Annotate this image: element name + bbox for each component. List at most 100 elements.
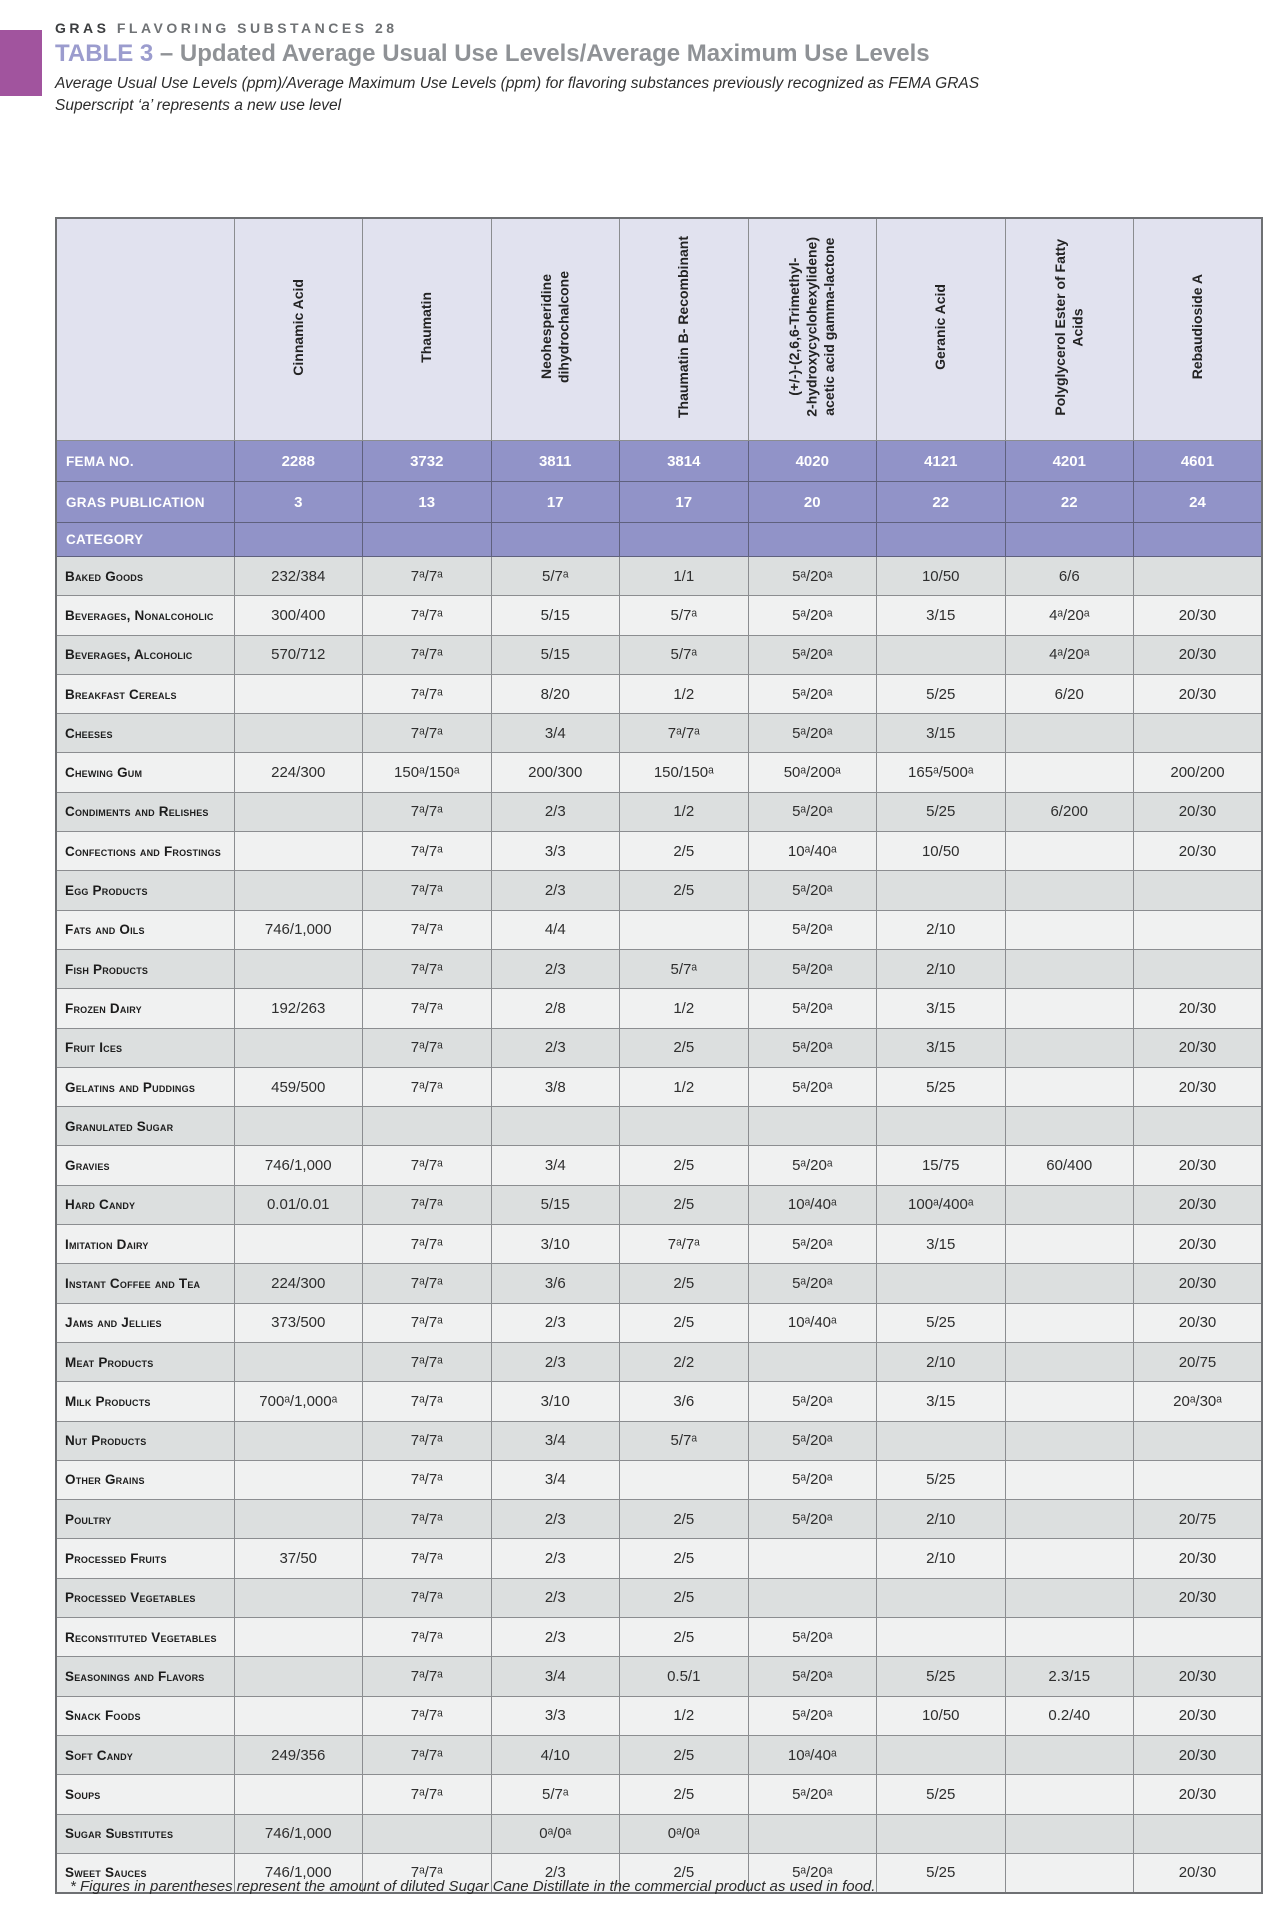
category-cell: Gelatins and Puddings bbox=[55, 1066, 235, 1108]
corner-cell bbox=[55, 217, 235, 441]
use-levels-table-container: Cinnamic Acid Thaumatin Neohesperidine dih… bbox=[55, 217, 1263, 1895]
value-cell: 746/1,000 bbox=[233, 1813, 363, 1854]
substance-name: (+/-)-(2,6,6-Trimethyl- 2-hydroxycyclohe… bbox=[786, 237, 837, 417]
value-cell bbox=[619, 909, 749, 950]
table-row: Sugar Substitutes 746/1,000 0ᵃ/0ᵃ 0ᵃ/0ᵃ bbox=[55, 1813, 1263, 1854]
value-cell: 2/5 bbox=[619, 1184, 749, 1226]
value-cell: 20/30 bbox=[1133, 1184, 1263, 1226]
value-cell: 5/7ᵃ bbox=[619, 634, 749, 675]
fema-no-row: FEMA NO. 2288 3732 3811 3814 4020 4121 4201 4601 bbox=[55, 440, 1263, 482]
value-cell: 4/4 bbox=[490, 909, 620, 950]
value-cell bbox=[1004, 1420, 1134, 1461]
gras-publication-cell: 20 bbox=[747, 481, 877, 523]
value-cell: 2/10 bbox=[876, 909, 1006, 950]
series-heading-rest: FLAVORING SUBSTANCES 28 bbox=[116, 20, 398, 36]
value-cell: 7ᵃ/7ᵃ bbox=[362, 1184, 492, 1226]
value-cell: 5/25 bbox=[876, 673, 1006, 715]
value-cell bbox=[876, 1617, 1006, 1658]
value-cell: 7ᵃ/7ᵃ bbox=[362, 1499, 492, 1540]
value-cell: 1/2 bbox=[619, 1695, 749, 1736]
table-row: Gelatins and Puddings 459/500 7ᵃ/7ᵃ 3/8 1/2 5… bbox=[55, 1066, 1263, 1108]
category-cell: Sweet Sauces bbox=[55, 1852, 235, 1894]
table-row: Beverages, Nonalcoholic 300/400 7ᵃ/7ᵃ 5/15 5… bbox=[55, 595, 1263, 636]
value-cell: 2/10 bbox=[876, 1538, 1006, 1579]
value-cell bbox=[1133, 909, 1263, 950]
value-cell: 2/3 bbox=[490, 870, 620, 911]
value-cell: 7ᵃ/7ᵃ bbox=[362, 1027, 492, 1068]
value-cell bbox=[233, 1106, 363, 1147]
value-cell bbox=[1133, 870, 1263, 911]
value-cell: 5/7ᵃ bbox=[619, 1420, 749, 1461]
value-cell: 5ᵃ/20ᵃ bbox=[747, 791, 877, 833]
category-header-cell bbox=[1133, 522, 1263, 557]
value-cell: 7ᵃ/7ᵃ bbox=[362, 1774, 492, 1815]
value-cell bbox=[1133, 555, 1263, 597]
value-cell: 20/30 bbox=[1133, 1538, 1263, 1579]
value-cell: 7ᵃ/7ᵃ bbox=[362, 1145, 492, 1186]
value-cell: 8/20 bbox=[490, 673, 620, 715]
value-cell: 192/263 bbox=[233, 988, 363, 1029]
value-cell: 5ᵃ/20ᵃ bbox=[747, 1499, 877, 1540]
value-cell: 50ᵃ/200ᵃ bbox=[747, 752, 877, 793]
value-cell: 570/712 bbox=[233, 634, 363, 675]
substance-header-cell: Cinnamic Acid bbox=[233, 217, 363, 441]
series-heading-strong: GRAS bbox=[55, 20, 110, 36]
value-cell bbox=[747, 1341, 877, 1383]
value-cell bbox=[233, 1774, 363, 1815]
category-header-cell bbox=[233, 522, 363, 557]
category-cell: Jams and Jellies bbox=[55, 1302, 235, 1343]
page-title-text: – Updated Average Usual Use Levels/Avera… bbox=[159, 40, 930, 67]
value-cell: 459/500 bbox=[233, 1066, 363, 1108]
substance-header-cell: (+/-)-(2,6,6-Trimethyl- 2-hydroxycyclohe… bbox=[747, 217, 877, 441]
value-cell: 746/1,000 bbox=[233, 1145, 363, 1186]
category-header-cell bbox=[362, 522, 492, 557]
value-cell: 7ᵃ/7ᵃ bbox=[362, 673, 492, 715]
value-cell bbox=[233, 713, 363, 754]
value-cell: 2/5 bbox=[619, 1145, 749, 1186]
value-cell: 2/3 bbox=[490, 1617, 620, 1658]
value-cell: 5/15 bbox=[490, 634, 620, 675]
value-cell: 6/200 bbox=[1004, 791, 1134, 833]
value-cell: 5ᵃ/20ᵃ bbox=[747, 1027, 877, 1068]
value-cell bbox=[362, 1106, 492, 1147]
value-cell: 5ᵃ/20ᵃ bbox=[747, 1420, 877, 1461]
value-cell: 7ᵃ/7ᵃ bbox=[362, 1459, 492, 1501]
use-levels-table: Cinnamic Acid Thaumatin Neohesperidine dih… bbox=[55, 217, 1263, 1895]
value-cell: 5/25 bbox=[876, 1774, 1006, 1815]
value-cell: 150ᵃ/150ᵃ bbox=[362, 752, 492, 793]
value-cell: 2/5 bbox=[619, 1617, 749, 1658]
value-cell bbox=[1133, 948, 1263, 990]
value-cell: 3/4 bbox=[490, 713, 620, 754]
value-cell bbox=[1133, 1106, 1263, 1147]
value-cell bbox=[233, 831, 363, 872]
value-cell: 3/15 bbox=[876, 988, 1006, 1029]
value-cell bbox=[1004, 1852, 1134, 1894]
value-cell: 5ᵃ/20ᵃ bbox=[747, 870, 877, 911]
table-row: Granulated Sugar bbox=[55, 1106, 1263, 1147]
substance-header-cell: Polyglycerol Ester of Fatty Acids bbox=[1004, 217, 1134, 441]
value-cell: 20/30 bbox=[1133, 1577, 1263, 1619]
value-cell: 3/4 bbox=[490, 1656, 620, 1697]
fema-no-cell: 3811 bbox=[490, 440, 620, 482]
value-cell: 5/25 bbox=[876, 1302, 1006, 1343]
value-cell: 2/5 bbox=[619, 1302, 749, 1343]
value-cell: 2/3 bbox=[490, 1852, 620, 1894]
value-cell: 10ᵃ/40ᵃ bbox=[747, 831, 877, 872]
value-cell: 20/30 bbox=[1133, 1852, 1263, 1894]
value-cell: 20/30 bbox=[1133, 1656, 1263, 1697]
table-row: Breakfast Cereals 7ᵃ/7ᵃ 8/20 1/2 5ᵃ/20ᵃ 5/25 6… bbox=[55, 673, 1263, 715]
table-row: Beverages, Alcoholic 570/712 7ᵃ/7ᵃ 5/15 5/7ᵃ… bbox=[55, 634, 1263, 675]
value-cell: 4ᵃ/20ᵃ bbox=[1004, 595, 1134, 636]
value-cell: 2/3 bbox=[490, 948, 620, 990]
value-cell bbox=[1004, 1813, 1134, 1854]
value-cell: 20/30 bbox=[1133, 1774, 1263, 1815]
gras-publication-cell: 17 bbox=[490, 481, 620, 523]
value-cell: 5/25 bbox=[876, 1656, 1006, 1697]
accent-square bbox=[0, 30, 42, 96]
value-cell: 7ᵃ/7ᵃ bbox=[362, 1617, 492, 1658]
category-header-cell bbox=[619, 522, 749, 557]
value-cell: 2/3 bbox=[490, 1499, 620, 1540]
value-cell: 60/400 bbox=[1004, 1145, 1134, 1186]
value-cell: 3/6 bbox=[619, 1381, 749, 1422]
value-cell bbox=[1004, 1499, 1134, 1540]
